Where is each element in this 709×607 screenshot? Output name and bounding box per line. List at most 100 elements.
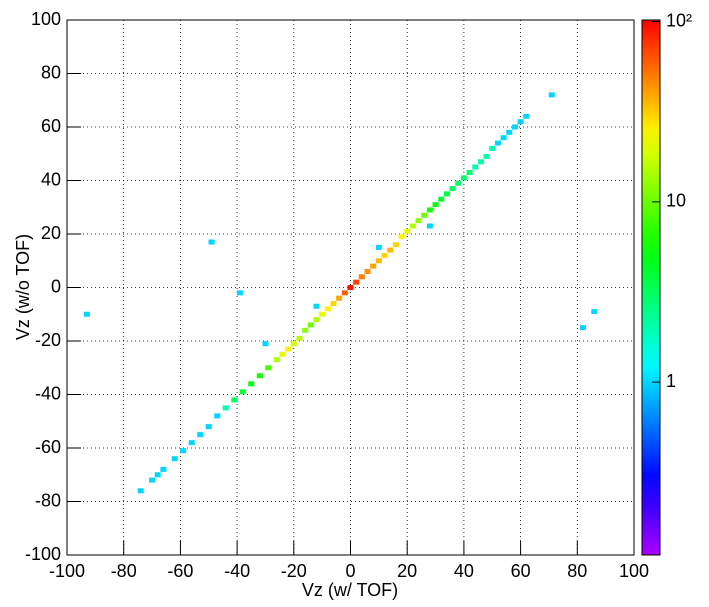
heatmap-cell [324,306,331,312]
heatmap-cell [347,285,354,290]
y-tick-label: -40 [35,383,61,403]
plot-frame [66,19,635,556]
x-tick-label: 80 [567,561,587,581]
y-tick-label: -20 [35,330,61,350]
x-tick-label: -60 [167,561,193,581]
heatmap-cell [409,223,416,229]
heatmap-cell [579,325,586,331]
heatmap-cell [449,186,456,192]
y-tick-label: 100 [31,9,61,29]
heatmap-cell [548,92,555,98]
heatmap-cell [149,477,156,483]
heatmap-cell [426,207,433,213]
x-axis-title: Vz (w/ TOF) [302,580,398,600]
heatmap-cell [313,303,320,309]
heatmap-cell [477,159,484,165]
heatmap-cell [336,295,343,301]
heatmap-cell [460,175,467,181]
heatmap-cell [455,180,462,186]
heatmap-cell [472,164,479,170]
heatmap-cell [188,440,195,446]
y-tick-label: -60 [35,437,61,457]
heatmap-cell [319,311,326,317]
y-axis-title: Vz (w/o TOF) [13,234,33,340]
heatmap-cell [231,397,238,403]
heatmap-cell [511,124,518,130]
color-bar [641,19,661,556]
heatmap-cell [265,365,272,371]
heatmap-cell [375,244,382,250]
x-tick-label: -100 [49,561,85,581]
heatmap-cell [341,290,348,296]
heatmap-cell [248,381,255,387]
y-tick-label: -100 [25,544,61,564]
x-tick-label: -80 [111,561,137,581]
heatmap-cell [426,223,433,229]
heatmap-cell [290,341,297,347]
x-tick-label: 100 [619,561,649,581]
heatmap-cell [214,413,221,419]
heatmap-cell [222,405,229,411]
x-tick-label: -20 [281,561,307,581]
heatmap-cell [273,357,280,363]
heatmap-cell [483,153,490,159]
x-tick-label: 40 [454,561,474,581]
heatmap-cell [438,196,445,202]
heatmap-cell [591,309,598,315]
heatmap-cell [443,191,450,197]
heatmap-cell [279,351,286,357]
x-tick-label: 20 [397,561,417,581]
heatmap-cell [256,373,263,379]
heatmap-cell [415,218,422,224]
color-bar-label: 10 [666,191,686,211]
heatmap-cell [523,113,530,119]
heatmap-cell [432,202,439,208]
heatmap-cell [387,247,394,253]
heatmap-cell [506,129,513,135]
heatmap-cell [160,466,167,472]
heatmap-cell [205,424,212,430]
x-tick-label: -40 [224,561,250,581]
heatmap-cell [358,274,365,280]
heatmap-cell [154,472,161,478]
y-tick-label: -80 [35,490,61,510]
heatmap-cell [381,252,388,258]
heatmap-cell [330,301,337,307]
heatmap-cell [489,145,496,151]
heatmap-cell [313,317,320,323]
heatmap-cell [466,169,473,175]
heatmap-cell [307,322,314,328]
heatmap-cell [285,346,292,352]
heatmap-cell [171,456,178,462]
x-tick-label: 0 [345,561,355,581]
color-bar-label: 1 [666,371,676,391]
heatmap-cell [208,239,215,245]
heatmap-cell [364,268,371,274]
y-tick-label: 20 [41,223,61,243]
heatmap-cell [392,242,399,248]
heatmap-cell [370,263,377,269]
x-tick-label: 60 [511,561,531,581]
y-tick-label: 60 [41,116,61,136]
color-bar-label: 10² [666,10,692,30]
heatmap-cell [296,335,303,341]
heatmap-cell [398,234,405,240]
heatmap-cell [83,311,90,317]
heatmap-cell [302,327,309,333]
heatmap-cell [404,228,411,234]
heatmap-cell [262,341,269,347]
heatmap-cell [353,279,360,285]
heatmap-cell [421,212,428,218]
heatmap-cell [180,448,187,454]
heatmap-cell [375,258,382,264]
heatmap-cell [239,389,246,395]
heatmap-cell [137,488,144,494]
heatmap-cell [197,432,204,438]
heatmap-cell [236,290,243,296]
y-tick-label: 80 [41,62,61,82]
y-tick-label: 40 [41,169,61,189]
heatmap-cell [500,135,507,141]
heatmap-cell [494,140,501,146]
heatmap-cell [517,119,524,125]
